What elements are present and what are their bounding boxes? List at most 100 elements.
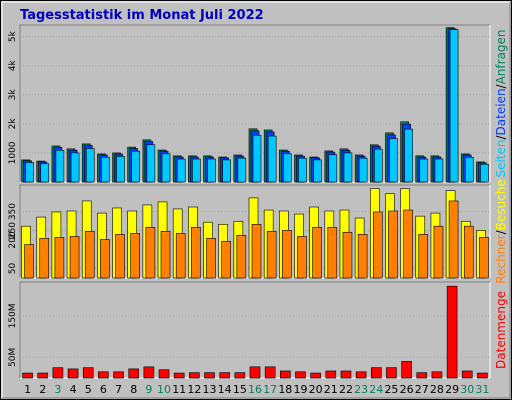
plot-area xyxy=(19,281,491,379)
x-tick-label: 9 xyxy=(145,383,152,396)
y-tick-label: 50 xyxy=(8,263,18,275)
bar xyxy=(234,372,246,379)
bar xyxy=(386,367,397,379)
x-tick-label: 29 xyxy=(445,383,459,396)
x-tick-label: 28 xyxy=(430,383,444,396)
bar xyxy=(189,372,200,379)
bar xyxy=(358,157,368,183)
bar xyxy=(370,367,382,379)
y-tick-label: 5k xyxy=(8,30,18,42)
bar xyxy=(40,163,50,183)
bar xyxy=(192,158,201,183)
x-tick-label: 30 xyxy=(460,383,474,396)
x-tick-label: 16 xyxy=(248,383,262,396)
bar xyxy=(52,367,64,379)
bar xyxy=(328,154,338,183)
bar xyxy=(249,366,261,379)
bar xyxy=(131,150,141,183)
bar xyxy=(298,157,307,183)
legend-entry: Datenmenge xyxy=(494,291,508,369)
x-tick-label: 26 xyxy=(400,383,414,396)
bar xyxy=(143,366,155,379)
bar xyxy=(313,159,322,183)
y-tick-label: 250 xyxy=(8,222,18,239)
y-tick-label: 1000 xyxy=(8,141,18,164)
bar xyxy=(266,231,277,279)
bar xyxy=(145,227,156,279)
bar xyxy=(116,156,125,183)
bar xyxy=(401,361,412,379)
bar xyxy=(158,369,170,379)
bar xyxy=(160,231,171,279)
bar xyxy=(449,29,459,183)
bar xyxy=(128,368,140,379)
y-tick-label: 3k xyxy=(8,89,18,101)
legend: Seiten/Dateien/Anfragen xyxy=(494,29,508,177)
x-tick-label: 7 xyxy=(115,383,122,396)
legend: Rechner/Besuche xyxy=(494,179,508,283)
x-tick-label: 21 xyxy=(324,383,338,396)
x-tick-label: 2 xyxy=(39,383,46,396)
x-tick-label: 31 xyxy=(475,383,489,396)
bar xyxy=(480,163,489,183)
bar xyxy=(448,200,459,279)
bar xyxy=(280,370,291,379)
x-tick-label: 5 xyxy=(85,383,92,396)
bar xyxy=(297,236,307,279)
legend-entry: Anfragen xyxy=(494,29,508,84)
x-tick-label: 27 xyxy=(415,383,429,396)
bar xyxy=(191,227,201,279)
bar xyxy=(282,230,292,279)
bar xyxy=(310,372,321,379)
x-tick-label: 19 xyxy=(293,383,307,396)
bar xyxy=(204,372,215,379)
bar xyxy=(176,158,186,183)
chart-title: Tagesstatistik im Monat Juli 2022 xyxy=(20,8,264,23)
bar xyxy=(461,370,473,379)
legend-separator: / xyxy=(494,135,508,140)
bar xyxy=(264,366,276,379)
bar xyxy=(433,225,444,279)
bar xyxy=(100,239,110,279)
legend-entry: Rechner xyxy=(494,234,508,283)
x-tick-label: 22 xyxy=(339,383,353,396)
bar xyxy=(463,225,474,279)
bar xyxy=(82,367,94,379)
x-tick-label: 4 xyxy=(70,383,77,396)
bar xyxy=(98,371,109,379)
bar xyxy=(403,209,413,279)
x-tick-label: 17 xyxy=(263,383,277,396)
bar xyxy=(222,159,231,183)
bar xyxy=(70,152,80,183)
x-tick-label: 13 xyxy=(203,383,217,396)
bar xyxy=(477,372,488,379)
bar xyxy=(295,371,306,379)
x-tick-label: 8 xyxy=(130,383,137,396)
bar xyxy=(221,241,231,279)
x-tick-label: 11 xyxy=(172,383,186,396)
bar xyxy=(372,211,383,279)
y-tick-label: 2k xyxy=(8,118,18,130)
bar xyxy=(312,227,322,279)
y-tick-label: 50M xyxy=(8,348,18,367)
bar xyxy=(175,233,186,279)
bar xyxy=(283,153,292,183)
bar xyxy=(85,148,95,183)
legend-entry: Besuche xyxy=(494,179,508,230)
x-tick-label: 20 xyxy=(309,383,323,396)
legend-separator: / xyxy=(494,229,508,234)
y-tick-label: 150M xyxy=(8,303,18,328)
bar xyxy=(446,285,458,379)
bar xyxy=(464,156,474,183)
bar xyxy=(130,233,141,279)
bar xyxy=(219,372,230,379)
bar xyxy=(69,236,80,279)
bar xyxy=(252,134,262,183)
legend-entry: Dateien xyxy=(494,88,508,135)
x-tick-label: 1 xyxy=(24,383,31,396)
bar xyxy=(340,370,352,379)
y-tick-label: 200 xyxy=(8,231,18,248)
bar xyxy=(161,153,171,183)
legend-entry: Seiten xyxy=(494,140,508,178)
legend-separator: / xyxy=(494,83,508,88)
